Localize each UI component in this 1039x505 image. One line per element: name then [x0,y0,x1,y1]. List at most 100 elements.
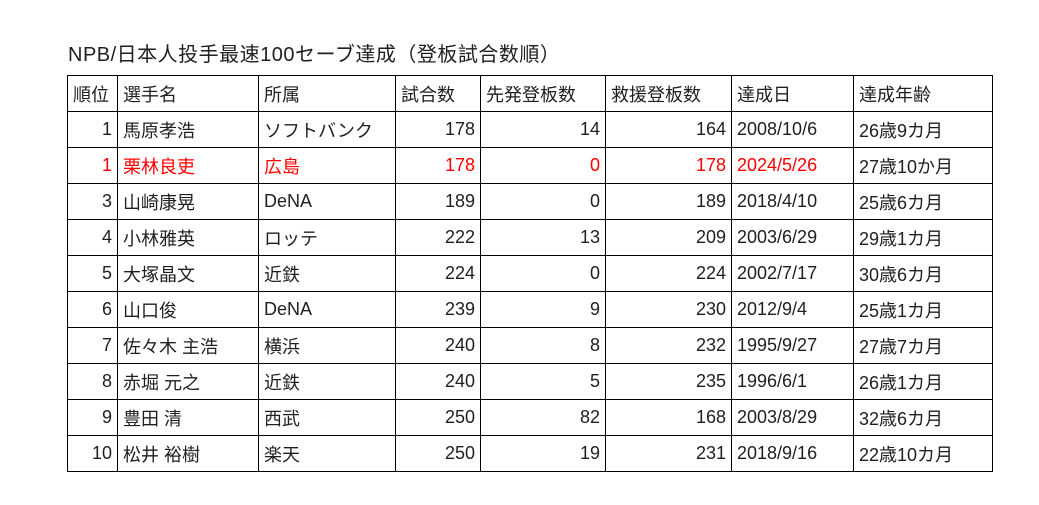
cell-games: 250 [395,435,481,472]
cell-rank: 5 [67,255,118,292]
cell-relief: 164 [605,111,732,148]
cell-team: 西武 [258,399,396,436]
column-header-relief: 救援登板数 [605,75,732,112]
cell-date: 2003/6/29 [731,219,854,256]
cell-starts: 9 [480,291,606,328]
cell-rank: 7 [67,327,118,364]
cell-relief: 209 [605,219,732,256]
cell-age: 26歳9カ月 [853,111,993,148]
table-body: 1 馬原孝浩 ソフトバンク 178 14 164 2008/10/6 26歳9カ月 1 栗林良吏広… [67,111,993,472]
cell-date: 2018/9/16 [731,435,854,472]
cell-games: 224 [395,255,481,292]
cell-age: 26歳1カ月 [853,363,993,400]
table-row: 5 大塚晶文 近鉄 224 0 224 2002/7/17 30歳6カ月 [67,255,993,292]
cell-starts: 5 [480,363,606,400]
cell-team: 近鉄 [258,255,396,292]
table-row: 3 山崎康晃 DeNA 189 0 189 2018/4/10 25歳6カ月 [67,183,993,220]
cell-rank: 9 [67,399,118,436]
cell-name: 馬原孝浩 [117,111,259,148]
cell-age: 30歳6カ月 [853,255,993,292]
cell-rank: 4 [67,219,118,256]
cell-rank: 1 [67,147,118,184]
cell-games: 240 [395,363,481,400]
column-header-name: 選手名 [117,75,259,112]
table-row: 4 小林雅英 ロッテ 222 13 209 2003/6/29 29歳1カ月 [67,219,993,256]
cell-relief: 224 [605,255,732,292]
cell-name: 大塚晶文 [117,255,259,292]
cell-name: 小林雅英 [117,219,259,256]
cell-age: 25歳6カ月 [853,183,993,220]
cell-date: 1995/9/27 [731,327,854,364]
cell-date: 2012/9/4 [731,291,854,328]
column-header-date: 達成日 [731,75,854,112]
cell-relief: 168 [605,399,732,436]
cell-relief: 178 [605,147,732,184]
cell-age: 25歳1カ月 [853,291,993,328]
column-header-team: 所属 [258,75,396,112]
cell-relief: 231 [605,435,732,472]
cell-starts: 0 [480,183,606,220]
cell-name: 栗林良吏 [117,147,259,184]
cell-rank: 6 [67,291,118,328]
cell-team: 近鉄 [258,363,396,400]
cell-date: 2002/7/17 [731,255,854,292]
cell-date: 2008/10/6 [731,111,854,148]
cell-relief: 232 [605,327,732,364]
cell-games: 178 [395,147,481,184]
cell-rank: 8 [67,363,118,400]
cell-relief: 230 [605,291,732,328]
cell-name: 山崎康晃 [117,183,259,220]
cell-rank: 3 [67,183,118,220]
column-header-age: 達成年齢 [853,75,993,112]
cell-starts: 19 [480,435,606,472]
column-header-starts: 先発登板数 [480,75,606,112]
cell-name: 豊田 清 [117,399,259,436]
cell-starts: 13 [480,219,606,256]
cell-team: ソフトバンク [258,111,396,148]
cell-rank: 1 [67,111,118,148]
cell-date: 2003/8/29 [731,399,854,436]
cell-date: 2024/5/26 [731,147,854,184]
table-row: 8 赤堀 元之 近鉄 240 5 235 1996/6/1 26歳1カ月 [67,363,993,400]
cell-starts: 82 [480,399,606,436]
cell-relief: 189 [605,183,732,220]
cell-games: 240 [395,327,481,364]
cell-starts: 0 [480,147,606,184]
cell-rank: 10 [67,435,118,472]
cell-name: 赤堀 元之 [117,363,259,400]
cell-age: 27歳7カ月 [853,327,993,364]
cell-starts: 8 [480,327,606,364]
cell-age: 32歳6カ月 [853,399,993,436]
table-row: 1 栗林良吏 広島 178 0 178 2024/5/26 27歳10か月 [67,147,993,184]
cell-age: 29歳1カ月 [853,219,993,256]
cell-team: 横浜 [258,327,396,364]
table-row: 10 松井 裕樹 楽天 250 19 231 2018/9/16 22歳10カ月 [67,435,993,472]
table-row: 9 豊田 清西武 250 82 168 2003/8/29 32歳6カ月 [67,399,993,436]
cell-relief: 235 [605,363,732,400]
table-row: 1 馬原孝浩 ソフトバンク 178 14 164 2008/10/6 26歳9カ月 [67,111,993,148]
cell-games: 189 [395,183,481,220]
cell-team: DeNA [258,183,396,220]
table-row: 7 佐々木 主浩 横浜 240 8 232 1995/9/27 27歳7カ月 [67,327,993,364]
cell-games: 250 [395,399,481,436]
cell-name: 佐々木 主浩 [117,327,259,364]
cell-starts: 14 [480,111,606,148]
cell-games: 239 [395,291,481,328]
cell-date: 1996/6/1 [731,363,854,400]
cell-team: 楽天 [258,435,396,472]
cell-team: ロッテ [258,219,396,256]
cell-team: DeNA [258,291,396,328]
table-header: 順位 選手名 所属 試合数 先発登板数 救援登板数 達成日 達成年齢 [67,75,993,112]
cell-team: 広島 [258,147,396,184]
header-row: 順位 選手名 所属 試合数 先発登板数 救援登板数 達成日 達成年齢 [67,75,993,112]
cell-date: 2018/4/10 [731,183,854,220]
cell-name: 山口俊 [117,291,259,328]
column-header-games: 試合数 [395,75,481,112]
page-title: NPB/日本人投手最速100セーブ達成（登板試合数順） [68,44,561,66]
cell-starts: 0 [480,255,606,292]
column-header-rank: 順位 [67,75,118,112]
cell-age: 27歳10か月 [853,147,993,184]
table-row: 6 山口俊 DeNA 239 9 230 2012/9/4 25歳1カ月 [67,291,993,328]
cell-age: 22歳10カ月 [853,435,993,472]
